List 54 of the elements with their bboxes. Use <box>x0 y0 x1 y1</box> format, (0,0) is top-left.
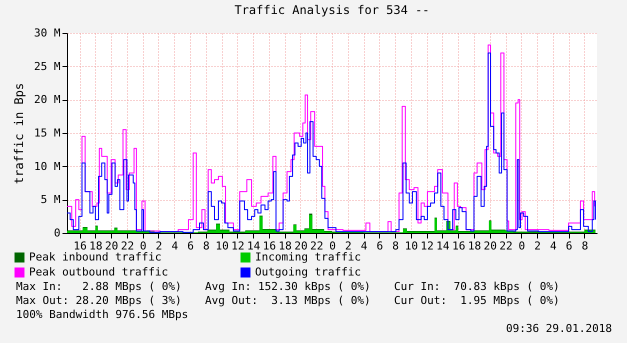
x-tick-label: 8 <box>202 240 210 252</box>
x-tick-label: 6 <box>187 240 194 252</box>
y-tick-label: 15 M <box>34 126 61 140</box>
text: 100% Bandwidth 976.56 MBps <box>16 308 188 321</box>
x-tick-label: 0 <box>518 240 526 252</box>
x-tick-label: 22 <box>120 240 134 252</box>
y-tick-label: 10 M <box>34 160 61 173</box>
x-tick-label: 0 <box>140 240 147 252</box>
x-tick-label: 10 <box>404 240 418 252</box>
x-tick-label: 4 <box>360 240 368 252</box>
x-tick-label: 10 <box>215 240 229 252</box>
x-tick-label: 6 <box>376 240 384 252</box>
x-tick-label: 22 <box>310 240 324 252</box>
x-tick-label: 20 <box>294 240 308 252</box>
x-tick-label: 2 <box>344 240 352 252</box>
legend-label: Outgoing traffic <box>255 266 361 278</box>
y-axis-title: traffic in Bps <box>12 82 26 184</box>
text: Max Out: 28.20 MBps ( 3%) <box>16 294 182 307</box>
x-tick-label: 14 <box>247 240 261 252</box>
legend-label: Peak inbound traffic <box>29 250 162 264</box>
text: Avg In: 152.30 kBps ( 0%) <box>205 280 371 293</box>
legend-label: Incoming traffic <box>255 250 361 264</box>
y-tick-label: 20 M <box>34 93 61 106</box>
x-tick-label: 0 <box>329 240 336 252</box>
y-tick-label: 25 M <box>34 60 61 73</box>
x-tick-label: 14 <box>436 240 450 252</box>
text: 09:36 29.01.2018 <box>506 322 612 335</box>
x-tick-label: 18 <box>89 240 103 252</box>
x-tick-label: 16 <box>452 240 466 252</box>
text: Max In: 2.88 MBps ( 0%) <box>16 280 182 293</box>
y-tick-label: 5 M <box>40 193 61 206</box>
x-tick-label: 8 <box>582 240 588 252</box>
x-tick-label: 18 <box>468 240 482 252</box>
x-tick-label: 20 <box>105 240 118 252</box>
x-tick-label: 4 <box>550 240 558 252</box>
legend-label: Peak outbound traffic <box>29 266 168 278</box>
x-tick-label: 2 <box>534 240 541 252</box>
text: Cur In: 70.83 kBps ( 0%) <box>394 280 560 293</box>
x-tick-label: 8 <box>392 240 399 252</box>
y-tick-label: 30 M <box>34 26 61 40</box>
x-tick-label: 6 <box>566 240 572 252</box>
x-tick-label: 22 <box>499 240 513 252</box>
x-tick-label: 18 <box>278 240 292 252</box>
x-tick-label: 16 <box>262 240 276 252</box>
text: Cur Out: 1.95 MBps ( 0%) <box>394 294 560 307</box>
y-tick-label: 0 <box>54 226 60 240</box>
chart-title: Traffic Analysis for 534 -- <box>234 3 430 17</box>
text: Avg Out: 3.13 MBps ( 0%) <box>205 294 371 307</box>
x-tick-label: 20 <box>484 240 497 252</box>
x-tick-label: 12 <box>231 240 244 252</box>
x-tick-label: 16 <box>73 240 87 252</box>
x-tick-label: 4 <box>171 240 178 252</box>
x-tick-label: 2 <box>156 240 162 252</box>
x-tick-label: 12 <box>420 240 434 252</box>
